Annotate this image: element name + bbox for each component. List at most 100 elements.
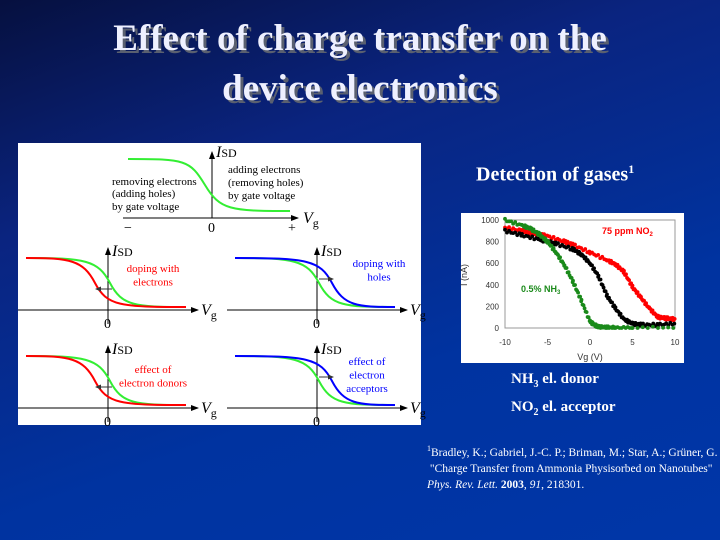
nh3-label: NH3 el. donor: [511, 371, 599, 390]
data-point: [640, 325, 645, 330]
data-point: [656, 326, 660, 330]
data-point: [564, 266, 569, 270]
svg-text:−: −: [124, 221, 132, 236]
data-point: [551, 246, 556, 251]
isd-label: ISD: [215, 144, 237, 161]
slide-title: Effect of charge transfer on the device …: [113, 18, 607, 109]
zero-label: 0: [104, 317, 111, 332]
data-point: [635, 326, 640, 330]
data-point: [596, 253, 601, 257]
data-point: [627, 278, 631, 283]
data-point: [613, 305, 618, 310]
green-curve: [127, 158, 291, 212]
data-point: [573, 283, 577, 287]
data-point: [583, 255, 588, 260]
svg-text:(adding holes): (adding holes): [112, 188, 176, 200]
zero-label: 0: [313, 317, 320, 332]
y-tick-label: 600: [486, 259, 500, 268]
x-axis-label: Vg (V): [577, 352, 603, 362]
isd-label: ISD: [320, 341, 342, 358]
data-point: [610, 300, 614, 305]
top-panel: ISD Vg − 0 + removing electrons (adding …: [112, 144, 319, 236]
data-point: [650, 308, 655, 313]
data-point: [586, 315, 591, 320]
x-tick-label: 0: [588, 338, 593, 347]
svg-text:by gate voltage: by gate voltage: [228, 190, 295, 202]
svg-text:0: 0: [208, 221, 215, 236]
x-tick-label: 5: [630, 338, 635, 347]
data-point: [671, 326, 676, 330]
nh3-annotation: 0.5% NH3: [521, 284, 561, 296]
vg-label: Vg: [410, 400, 426, 420]
transfer-curves-figure: [18, 143, 421, 425]
vg-label: Vg: [410, 302, 426, 322]
panel-label: effect of electron donors: [119, 364, 187, 390]
data-point: [513, 220, 518, 224]
data-point: [592, 266, 596, 271]
data-point: [530, 234, 535, 239]
y-tick-label: 200: [486, 302, 500, 311]
data-point: [507, 225, 511, 230]
vg-label: Vg: [201, 302, 217, 322]
panel-2: ISD Vg 0 doping with holes: [227, 243, 426, 332]
data-point: [558, 255, 562, 260]
svg-text:doping with: doping with: [353, 258, 406, 270]
data-point: [618, 311, 623, 316]
data-point: [624, 272, 628, 277]
svg-text:removing electrons: removing electrons: [112, 176, 197, 188]
svg-text:holes: holes: [367, 272, 390, 284]
data-point: [584, 310, 589, 315]
data-point: [571, 278, 575, 283]
reference: 1Bradley, K.; Gabriel, J.-C. P.; Briman,…: [427, 444, 718, 491]
isd-label: ISD: [111, 243, 133, 260]
data-point: [651, 324, 655, 329]
no2-label: NO2 el. acceptor: [511, 399, 616, 418]
y-tick-label: 1000: [481, 216, 499, 225]
data-point: [622, 268, 626, 273]
data-point: [672, 316, 677, 321]
data-point: [538, 231, 542, 236]
shifted-curve: [234, 355, 396, 406]
data-point: [513, 230, 518, 235]
data-point: [635, 290, 640, 295]
shifted-curve: [234, 257, 396, 308]
data-point: [582, 306, 587, 311]
svg-text:electron: electron: [349, 370, 385, 382]
no2-annotation: 75 ppm NO2: [602, 226, 654, 238]
right-text: adding electrons (removing holes) by gat…: [228, 164, 304, 202]
data-point: [605, 292, 609, 297]
zero-label: 0: [104, 415, 111, 430]
data-point: [601, 285, 606, 290]
left-text: removing electrons (adding holes) by gat…: [112, 176, 197, 213]
data-point: [520, 231, 524, 236]
data-point: [630, 326, 635, 330]
vg-label: Vg: [201, 400, 217, 420]
data-point: [581, 303, 586, 308]
x-tick-label: -10: [499, 338, 511, 347]
data-point: [630, 283, 635, 288]
svg-text:doping with: doping with: [127, 263, 180, 275]
x-tick-label: -5: [544, 338, 552, 347]
data-point: [598, 277, 603, 282]
shifted-curve: [25, 257, 187, 308]
svg-text:Vg: Vg: [303, 210, 319, 230]
plot-frame: [504, 219, 676, 329]
data-point: [503, 216, 507, 221]
data-point: [645, 326, 650, 330]
panel-1: ISD Vg 0 doping with electrons: [18, 243, 217, 332]
data-point: [583, 247, 588, 251]
y-tick-label: 0: [495, 324, 500, 333]
data-point: [551, 234, 556, 239]
data-point: [579, 297, 584, 302]
svg-text:electron donors: electron donors: [119, 378, 187, 390]
zero-label: 0: [313, 415, 320, 430]
svg-text:effect of: effect of: [349, 356, 386, 368]
svg-text:(removing holes): (removing holes): [228, 177, 304, 189]
data-point: [566, 270, 571, 275]
svg-text:adding electrons: adding electrons: [228, 164, 300, 176]
detection-heading: Detection of gases1: [476, 162, 635, 186]
panel-label: doping with electrons: [127, 263, 180, 289]
data-point: [590, 263, 594, 268]
